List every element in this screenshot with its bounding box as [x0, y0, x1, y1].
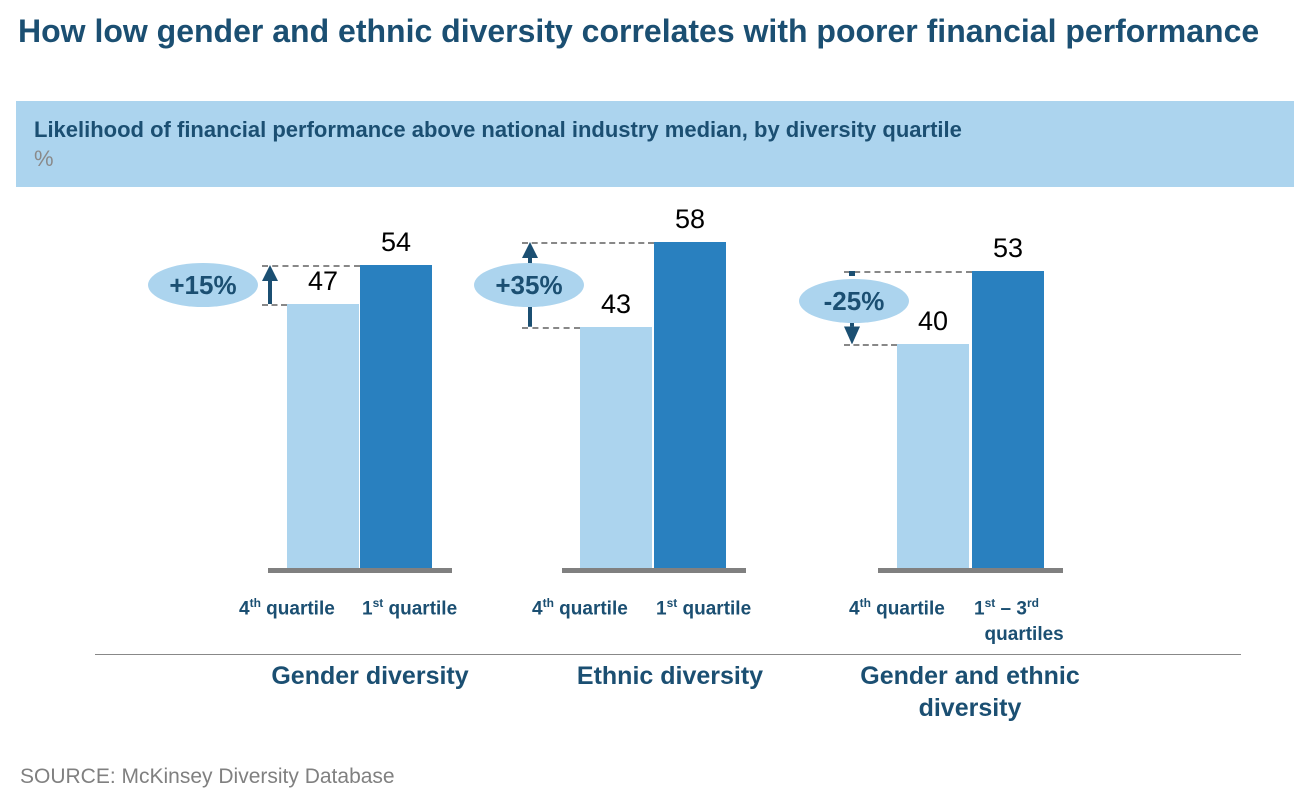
arrow-up-icon — [262, 264, 278, 305]
bar-low — [580, 327, 652, 570]
data-label: 58 — [674, 204, 706, 235]
reference-line — [844, 344, 897, 346]
delta-badge: -25% — [799, 278, 909, 323]
x-tick-label: 4th quartile — [532, 596, 628, 620]
reference-line — [522, 242, 654, 245]
bar-low — [897, 344, 969, 570]
group-label: Gender diversity — [271, 662, 469, 690]
bar-high — [360, 264, 432, 570]
reference-line — [262, 264, 360, 267]
group-label: Ethnic diversity — [576, 662, 764, 690]
reference-line — [262, 304, 287, 307]
x-tick-label: 4th quartile — [849, 596, 945, 620]
page-title: How low gender and ethnic diversity corr… — [18, 13, 1260, 49]
baseline — [268, 568, 452, 573]
x-tick-label: 1st quartile — [656, 596, 752, 620]
bar-high — [654, 242, 726, 570]
source-note: SOURCE: McKinsey Diversity Database — [20, 765, 395, 788]
x-tick-label: 4th quartile — [239, 596, 335, 620]
reference-line — [844, 270, 972, 273]
data-label: 43 — [600, 289, 632, 320]
reference-line — [522, 327, 580, 330]
divider — [95, 654, 1241, 655]
bar-high — [972, 270, 1044, 570]
data-label: 47 — [307, 266, 339, 297]
delta-badge: +35% — [474, 262, 584, 307]
baseline — [562, 568, 746, 573]
x-tick-label: 1st – 3rd quartiles — [974, 596, 1064, 646]
delta-badge: +15% — [148, 262, 258, 307]
group-label: Gender and ethnic diversity — [860, 662, 1080, 722]
subtitle-band — [16, 101, 1294, 187]
chart-subtitle: Likelihood of financial performance abov… — [34, 117, 962, 142]
x-tick-label: 1st quartile — [362, 596, 458, 620]
data-label: 53 — [992, 232, 1024, 263]
baseline — [878, 568, 1063, 573]
data-label: 54 — [380, 226, 412, 257]
unit-label: % — [34, 146, 54, 171]
data-label: 40 — [917, 306, 949, 336]
bar-low — [287, 304, 359, 570]
